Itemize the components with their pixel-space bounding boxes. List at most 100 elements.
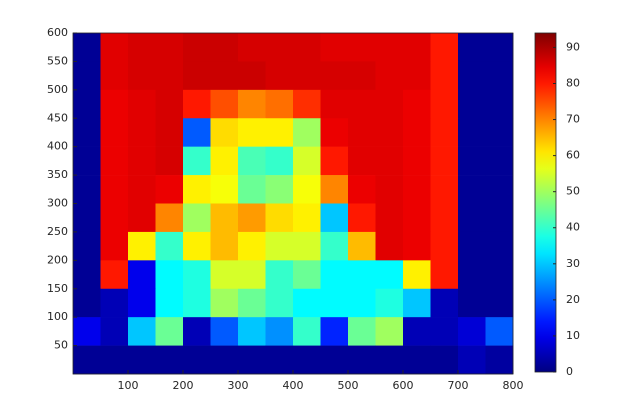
y-tick-label: 200 bbox=[47, 253, 68, 266]
heatmap-cell bbox=[375, 118, 404, 147]
heatmap-cell bbox=[265, 231, 294, 261]
heatmap-cell bbox=[458, 317, 486, 346]
heatmap-cell bbox=[155, 61, 184, 91]
colorbar-tick-label: 50 bbox=[566, 185, 580, 198]
heatmap-cell bbox=[238, 345, 266, 375]
heatmap-cell bbox=[128, 231, 156, 261]
heatmap-cell bbox=[265, 203, 294, 233]
heatmap-cell bbox=[155, 175, 184, 204]
heatmap-cell bbox=[238, 146, 266, 176]
heatmap-cell bbox=[128, 203, 156, 233]
heatmap-cell bbox=[210, 89, 239, 119]
heatmap-cell bbox=[73, 175, 101, 204]
x-tick-label: 600 bbox=[393, 379, 414, 392]
heatmap-cell bbox=[155, 146, 184, 176]
x-tick-label: 500 bbox=[338, 379, 359, 392]
heatmap-cell bbox=[100, 345, 129, 375]
colorbar-tick-label: 0 bbox=[566, 365, 573, 378]
y-tick-label: 450 bbox=[47, 111, 68, 124]
colorbar bbox=[534, 32, 557, 373]
heatmap-cell bbox=[183, 146, 211, 176]
heatmap-cell bbox=[265, 288, 294, 318]
heatmap-cell bbox=[458, 33, 486, 62]
heatmap-cell bbox=[348, 345, 376, 375]
heatmap-cell bbox=[375, 288, 404, 318]
heatmap-cell bbox=[430, 118, 459, 147]
heatmap-cell bbox=[100, 175, 129, 204]
heatmap-cell bbox=[210, 118, 239, 147]
heatmap-cell bbox=[320, 175, 349, 204]
heatmap-cell bbox=[348, 203, 376, 233]
heatmap-cell bbox=[348, 175, 376, 204]
heatmap-cell bbox=[128, 317, 156, 346]
heatmap-cell bbox=[375, 203, 404, 233]
x-tick-label: 200 bbox=[173, 379, 194, 392]
heatmap-cell bbox=[458, 231, 486, 261]
heatmap-cell bbox=[458, 175, 486, 204]
heatmap-cell bbox=[210, 288, 239, 318]
heatmap-cell bbox=[485, 146, 514, 176]
heatmap-cell bbox=[210, 175, 239, 204]
heatmap-cell bbox=[403, 345, 431, 375]
heatmap-cell bbox=[73, 33, 101, 62]
heatmap-cell bbox=[375, 33, 404, 62]
y-tick-label: 550 bbox=[47, 54, 68, 67]
heatmap-cell bbox=[155, 288, 184, 318]
heatmap-cell bbox=[100, 118, 129, 147]
colorbar-tick-label: 10 bbox=[566, 329, 580, 342]
heatmap-cell bbox=[100, 260, 129, 290]
heatmap-cell bbox=[293, 345, 321, 375]
y-tick-label: 350 bbox=[47, 168, 68, 181]
heatmap-cell bbox=[238, 33, 266, 62]
heatmap-cell bbox=[210, 203, 239, 233]
heatmap-cell bbox=[128, 33, 156, 62]
heatmap-cell bbox=[128, 146, 156, 176]
heatmap-cell bbox=[100, 203, 129, 233]
heatmap-cell bbox=[183, 288, 211, 318]
heatmap-cell bbox=[265, 345, 294, 375]
heatmap-cell bbox=[430, 33, 459, 62]
heatmap-cell bbox=[100, 231, 129, 261]
heatmap-cell bbox=[348, 61, 376, 91]
heatmap-cell bbox=[183, 33, 211, 62]
heatmap-cell bbox=[403, 260, 431, 290]
heatmap-cell bbox=[403, 61, 431, 91]
y-tick-label: 400 bbox=[47, 140, 68, 153]
x-tick-label: 100 bbox=[118, 379, 139, 392]
heatmap-cell bbox=[485, 89, 514, 119]
x-tick-label: 300 bbox=[228, 379, 249, 392]
heatmap-cell bbox=[183, 203, 211, 233]
heatmap-cell bbox=[155, 317, 184, 346]
heatmap-cell bbox=[210, 345, 239, 375]
colorbar-tick-label: 70 bbox=[566, 113, 580, 126]
heatmap-cell bbox=[73, 288, 101, 318]
y-tick-label: 150 bbox=[47, 282, 68, 295]
heatmap-cell bbox=[403, 175, 431, 204]
heatmap-cell bbox=[100, 33, 129, 62]
heatmap-cell bbox=[485, 33, 514, 62]
heatmap-cell bbox=[320, 146, 349, 176]
heatmap-cell bbox=[183, 231, 211, 261]
heatmap-cell bbox=[430, 288, 459, 318]
heatmap-cell bbox=[265, 89, 294, 119]
heatmap-cell bbox=[293, 89, 321, 119]
heatmap-cell bbox=[238, 260, 266, 290]
heatmap-cell bbox=[348, 118, 376, 147]
colorbar-tick-label: 20 bbox=[566, 293, 580, 306]
heatmap-cell bbox=[293, 146, 321, 176]
colorbar-tick-label: 90 bbox=[566, 40, 580, 53]
heatmap-cell bbox=[293, 118, 321, 147]
heatmap-cell bbox=[375, 89, 404, 119]
heatmap-cell bbox=[128, 288, 156, 318]
heatmap-cell bbox=[238, 288, 266, 318]
heatmap-cell bbox=[73, 345, 101, 375]
y-tick-label: 300 bbox=[47, 197, 68, 210]
heatmap-cell bbox=[265, 317, 294, 346]
heatmap-cell bbox=[375, 146, 404, 176]
heatmap-cell bbox=[348, 231, 376, 261]
heatmap-cell bbox=[403, 118, 431, 147]
colorbar-tick-label: 30 bbox=[566, 257, 580, 270]
heatmap-cell bbox=[458, 146, 486, 176]
heatmap-cell bbox=[238, 118, 266, 147]
